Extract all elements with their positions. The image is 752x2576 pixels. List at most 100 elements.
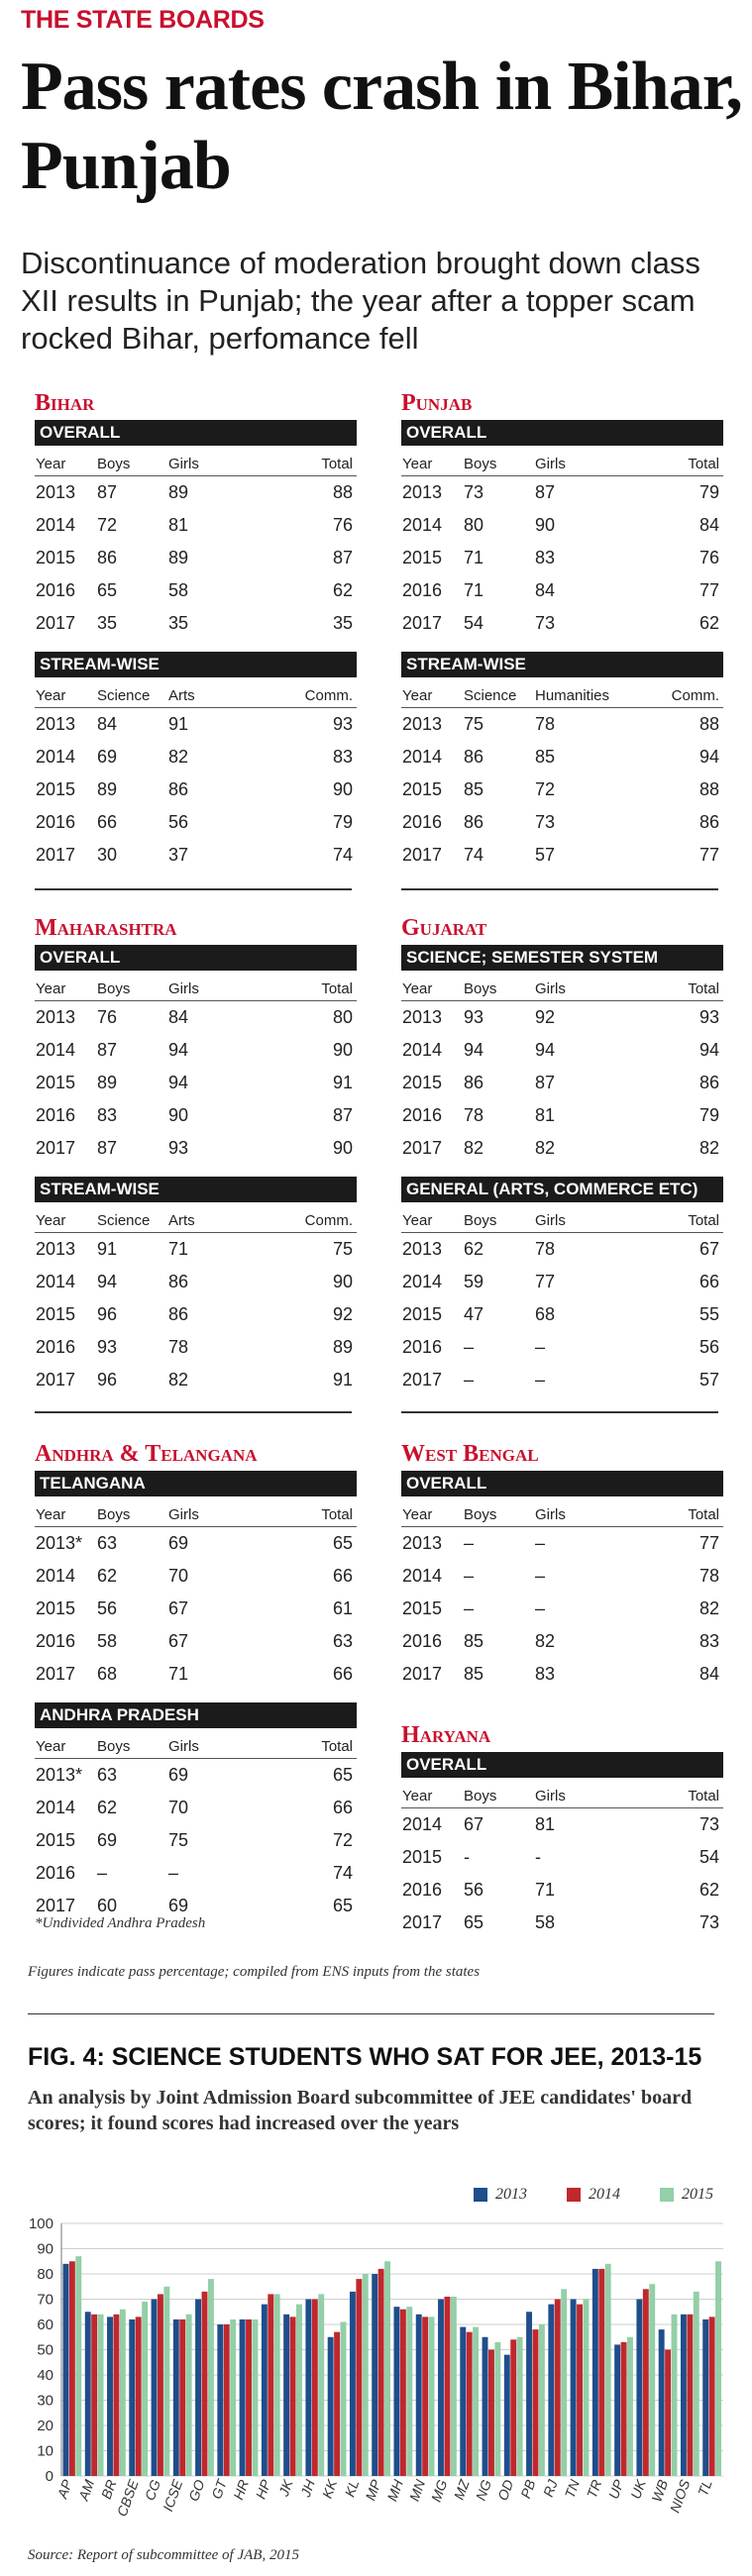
table-row: 2015 71 83 76: [401, 542, 723, 574]
bar-2014: [577, 2304, 583, 2476]
table-cell: 71: [464, 548, 484, 567]
table-cell: 2013: [36, 714, 76, 734]
results-table: Year Boys Girls Total 2013 76 84 80 2014 87 94 90 20…: [35, 977, 357, 1165]
table-cell: 94: [168, 1073, 189, 1092]
state-table: OVERALL Year Boys Girls Total 2014 67 81 73 2015 -…: [401, 1752, 723, 1939]
table-cell: 68: [97, 1664, 118, 1684]
bar-2015: [649, 2284, 656, 2476]
y-tick-label: 10: [37, 2443, 54, 2460]
table-row: 2016 93 78 89: [35, 1331, 357, 1364]
table-header-row: Year Boys Girls Total: [35, 1734, 357, 1759]
bar-2013: [129, 2318, 136, 2476]
table-row: 2013 75 78 88: [401, 708, 723, 742]
table-cell: 47: [464, 1304, 484, 1324]
section-kicker: THE STATE BOARDS: [21, 6, 265, 34]
table-cell: 62: [698, 1880, 719, 1900]
state-gujarat: Gujarat SCIENCE; SEMESTER SYSTEM Year Boys…: [401, 913, 723, 1396]
table-title: OVERALL: [401, 1752, 723, 1778]
table-cell: 35: [168, 613, 189, 633]
x-tick-label: UK: [627, 2477, 649, 2501]
bar-2015: [715, 2261, 721, 2476]
bar-2015: [473, 2326, 480, 2476]
bar-2014: [598, 2268, 605, 2476]
table-cell: 2015: [36, 779, 76, 799]
table-row: 2015 89 86 90: [35, 773, 357, 806]
column-header: Girls: [534, 452, 624, 476]
bar-2015: [119, 2309, 126, 2476]
table-cell: 75: [168, 1830, 189, 1850]
table-cell: 2015: [402, 548, 443, 567]
x-tick-label: NG: [473, 2477, 494, 2502]
table-cell: 2013: [402, 1007, 443, 1027]
bar-2014: [289, 2317, 296, 2476]
table-row: 2015 85 72 88: [401, 773, 723, 806]
column-header: Boys: [96, 977, 167, 1001]
table-cell: 79: [332, 812, 353, 832]
table-cell: 2014: [402, 1272, 443, 1291]
bar-2013: [372, 2274, 378, 2476]
bar-2014: [91, 2314, 98, 2476]
column-header: Total: [623, 452, 723, 476]
state-maharashtra: Maharashtra OVERALL Year Boys Girls Total 201…: [35, 913, 357, 1396]
column-header: Science: [463, 683, 534, 708]
table-row: 2014 86 85 94: [401, 741, 723, 773]
table-cell: 74: [332, 1863, 353, 1883]
table-row: 2016 – – 56: [401, 1331, 723, 1364]
table-cell: 2017: [402, 613, 443, 633]
table-cell: 2015: [402, 779, 443, 799]
state-table: STREAM-WISE Year Science Arts Comm. 2013 91 71 7…: [35, 1177, 357, 1396]
bar-2014: [665, 2349, 672, 2476]
table-cell: 83: [332, 747, 353, 767]
bar-2013: [151, 2299, 158, 2476]
table-row: 2016 65 58 62: [35, 574, 357, 607]
table-header-row: Year Science Humanities Comm.: [401, 683, 723, 708]
legend-item: 2014: [567, 2186, 648, 2204]
bar-2013: [526, 2312, 533, 2476]
y-tick-label: 60: [37, 2317, 54, 2333]
y-tick-label: 20: [37, 2418, 54, 2434]
x-tick-label: MN: [406, 2477, 429, 2504]
x-tick-label: HP: [253, 2477, 274, 2501]
column-header: Girls: [534, 977, 624, 1001]
bar-2015: [384, 2261, 390, 2476]
bar-2015: [428, 2317, 435, 2476]
state-table: TELANGANA Year Boys Girls Total 2013* 63 69 65 20…: [35, 1471, 357, 1691]
table-cell: 2014: [402, 515, 443, 535]
column-header: Total: [257, 452, 357, 476]
legend-item: 2013: [474, 2186, 555, 2204]
x-tick-label: MZ: [451, 2477, 473, 2502]
bar-2014: [642, 2289, 649, 2476]
x-tick-label: AP: [54, 2477, 75, 2502]
table-cell: 56: [698, 1337, 719, 1357]
table-cell: 87: [332, 548, 353, 567]
table-cell: 91: [168, 714, 189, 734]
table-row: 2017 96 82 91: [35, 1364, 357, 1396]
table-header-row: Year Boys Girls Total: [401, 452, 723, 476]
table-cell: 56: [464, 1880, 484, 1900]
bar-2014: [510, 2339, 517, 2476]
table-cell: 78: [535, 1239, 556, 1259]
table-header-row: Year Boys Girls Total: [35, 452, 357, 476]
table-cell: 76: [97, 1007, 118, 1027]
table-cell: 84: [168, 1007, 189, 1027]
table-cell: 55: [698, 1304, 719, 1324]
column-header: Total: [257, 977, 357, 1001]
table-row: 2014 87 94 90: [35, 1034, 357, 1067]
results-table: Year Boys Girls Total 2013* 63 69 65 2014 62 70 66 2…: [35, 1734, 357, 1922]
table-cell: 62: [464, 1239, 484, 1259]
table-cell: 83: [535, 1664, 556, 1684]
bar-2014: [68, 2261, 75, 2476]
bar-2014: [532, 2329, 539, 2476]
table-cell: 2014: [36, 1798, 76, 1817]
table-cell: 89: [97, 779, 118, 799]
table-cell: 84: [535, 580, 556, 600]
table-row: 2013 62 78 67: [401, 1233, 723, 1267]
x-tick-label: TL: [695, 2478, 715, 2499]
table-row: 2014 94 94 94: [401, 1034, 723, 1067]
table-cell: –: [535, 1533, 546, 1553]
table-cell: 2014: [36, 515, 76, 535]
table-cell: 2017: [36, 1896, 76, 1915]
table-cell: 94: [464, 1040, 484, 1060]
bar-2013: [614, 2344, 621, 2476]
table-row: 2015 86 89 87: [35, 542, 357, 574]
